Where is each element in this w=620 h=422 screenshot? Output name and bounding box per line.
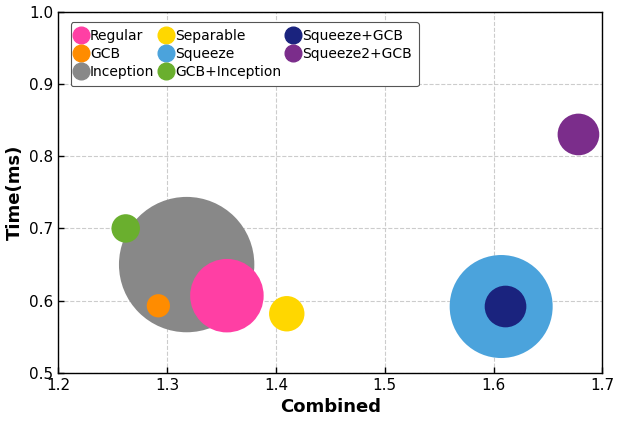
Point [282, 310, 292, 317]
Point [222, 292, 232, 299]
Legend: Regular, GCB, Inception, Separable, Squeeze, GCB+Inception, Squeeze+GCB, Squeeze: Regular, GCB, Inception, Separable, Sque… [71, 22, 419, 87]
Y-axis label: Time(ms): Time(ms) [6, 145, 24, 240]
Point [574, 131, 583, 138]
Point [496, 303, 506, 310]
Point [182, 261, 192, 268]
X-axis label: Combined: Combined [280, 398, 381, 417]
Point [500, 303, 510, 310]
Point [153, 303, 163, 309]
Point [121, 225, 131, 232]
